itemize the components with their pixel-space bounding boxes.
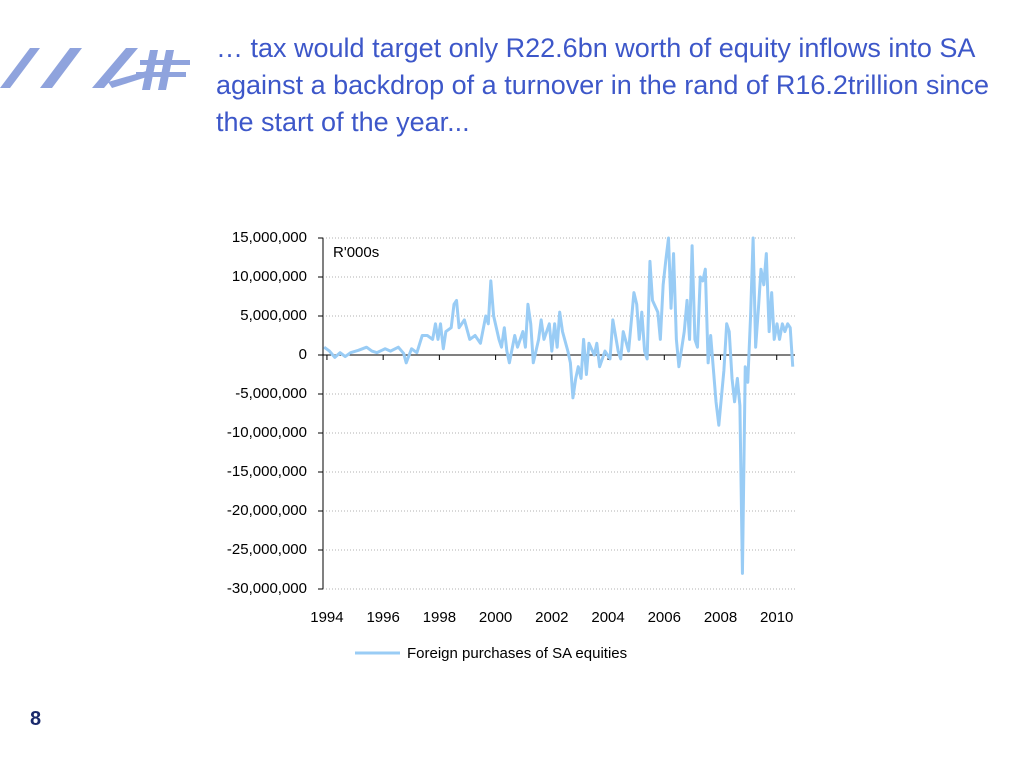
slide-title: … tax would target only R22.6bn worth of… bbox=[216, 33, 989, 137]
x-tick-label: 2010 bbox=[760, 609, 793, 626]
y-tick-label: -15,000,000 bbox=[227, 463, 307, 480]
x-tick-label: 2002 bbox=[535, 609, 568, 626]
x-tick-label: 2006 bbox=[648, 609, 681, 626]
x-tick-label: 2008 bbox=[704, 609, 737, 626]
y-tick-label: -30,000,000 bbox=[227, 580, 307, 597]
x-tick-label: 1998 bbox=[423, 609, 456, 626]
y-tick-label: 15,000,000 bbox=[232, 229, 307, 246]
y-tick-label: 0 bbox=[299, 346, 307, 363]
y-tick-label: -10,000,000 bbox=[227, 424, 307, 441]
x-tick-label: 1996 bbox=[366, 609, 399, 626]
y-tick-label: -5,000,000 bbox=[235, 385, 307, 402]
y-tick-label: 5,000,000 bbox=[240, 307, 307, 324]
y-tick-label: 10,000,000 bbox=[232, 268, 307, 285]
line-series bbox=[323, 236, 795, 575]
x-tick-label: 2004 bbox=[591, 609, 624, 626]
y-tick-label: -20,000,000 bbox=[227, 502, 307, 519]
logo bbox=[0, 48, 190, 90]
annotation: R'000s bbox=[333, 244, 379, 261]
page-number: 8 bbox=[30, 708, 42, 730]
y-tick-label: -25,000,000 bbox=[227, 541, 307, 558]
x-tick-label: 2000 bbox=[479, 609, 512, 626]
legend-label: Foreign purchases of SA equities bbox=[407, 645, 627, 662]
x-tick-label: 1994 bbox=[310, 609, 343, 626]
